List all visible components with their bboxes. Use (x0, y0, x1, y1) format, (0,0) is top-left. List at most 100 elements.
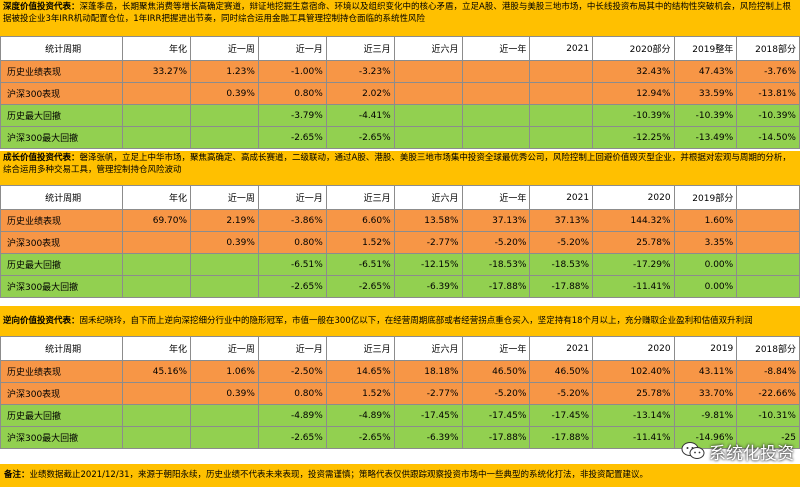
column-header: 近六月 (393, 185, 463, 210)
table-cell (122, 82, 192, 105)
footer-note: 备注：业绩数据截止2021/12/31，来源于朝阳永续，历史业绩不代表未来表现，… (0, 464, 800, 487)
column-header: 2020 (592, 336, 675, 361)
table-cell: 47.43% (673, 60, 738, 83)
table-cell: -25 (736, 426, 800, 449)
row-label: 历史最大回撤 (0, 104, 124, 127)
table-cell: 0.00% (673, 253, 738, 276)
table-row: 历史最大回撤 -6.51% -6.51% -12.15% -18.53% -18… (0, 253, 800, 276)
table-header-row: 统计周期 年化 近一周 近一月 近三月 近六月 近一年 2021 2020部分 … (0, 36, 800, 61)
table-cell (736, 209, 800, 232)
section-desc-text: 固禾纪晓玲，自下而上逆向深挖细分行业中的隐形冠军，市值一般在300亿以下，在经营… (79, 316, 753, 326)
table-cell: 13.58% (393, 209, 463, 232)
wechat-icon (681, 442, 705, 459)
column-header: 近一年 (461, 36, 531, 61)
table-cell (122, 231, 192, 254)
column-header: 近三月 (325, 36, 395, 61)
table-cell: -11.41% (592, 426, 675, 449)
section-description: 成长价值投资代表：磐泽张帆，立足上中华市场，聚焦高确定、高成长赛道，二级联动，通… (0, 151, 800, 185)
table-cell (122, 104, 192, 127)
row-label: 沪深300表现 (0, 231, 124, 254)
column-header: 2021 (529, 36, 594, 61)
table-cell: 46.50% (529, 360, 594, 383)
section-description: 深度价值投资代表：深蓬季岳，长期聚焦消费等增长高确定赛道，辩证地挖掘生意宿命、环… (0, 0, 800, 39)
table-cell: 102.40% (592, 360, 675, 383)
table-cell: -10.39% (592, 104, 675, 127)
performance-table: 统计周期 年化 近一周 近一月 近三月 近六月 近一年 2021 2020 20… (0, 336, 800, 449)
column-header: 近六月 (393, 336, 463, 361)
table-cell: -17.88% (461, 275, 531, 298)
table-cell: -2.65% (257, 126, 327, 149)
row-label: 沪深300最大回撤 (0, 275, 124, 298)
table-cell: 18.18% (393, 360, 463, 383)
table-cell: -3.76% (736, 60, 800, 83)
table-row: 历史业绩表现 33.27% 1.23% -1.00% -3.23% 32.43%… (0, 60, 800, 83)
column-header: 统计周期 (0, 36, 124, 61)
row-label: 历史最大回撤 (0, 253, 124, 276)
table-cell (736, 275, 800, 298)
watermark: 系统化投资 (681, 438, 794, 464)
table-cell: 2.19% (190, 209, 259, 232)
table-cell (190, 126, 259, 149)
row-label: 沪深300最大回撤 (0, 126, 124, 149)
table-row: 历史业绩表现 45.16% 1.06% -2.50% 14.65% 18.18%… (0, 360, 800, 383)
table-cell: 12.94% (592, 82, 675, 105)
table-cell: 69.70% (122, 209, 192, 232)
section-title: 逆向价值投资代表： (3, 316, 80, 326)
table-cell: -13.49% (673, 126, 738, 149)
table-cell: 37.13% (529, 209, 594, 232)
table-cell (393, 82, 463, 105)
table-cell: -10.31% (736, 404, 800, 427)
table-cell: -2.65% (325, 275, 395, 298)
table-header-row: 统计周期 年化 近一周 近一月 近三月 近六月 近一年 2021 2020 20… (0, 336, 800, 361)
table-cell (190, 426, 259, 449)
table-row: 沪深300表现 0.39% 0.80% 1.52% -2.77% -5.20% … (0, 231, 800, 254)
column-header: 近一月 (257, 336, 327, 361)
table-cell: -22.66% (736, 382, 800, 405)
table-cell (529, 82, 594, 105)
table-cell (529, 126, 594, 149)
table-cell (122, 126, 192, 149)
table-cell: 43.11% (673, 360, 738, 383)
row-label: 沪深300表现 (0, 382, 124, 405)
table-cell: -5.20% (529, 382, 594, 405)
table-cell (122, 382, 192, 405)
watermark-text: 系统化投资 (709, 443, 794, 464)
table-cell: -2.77% (393, 382, 463, 405)
table-cell: -12.25% (592, 126, 675, 149)
table-row: 沪深300表现 0.39% 0.80% 1.52% -2.77% -5.20% … (0, 382, 800, 405)
column-header: 近一周 (190, 336, 259, 361)
row-label: 沪深300最大回撤 (0, 426, 124, 449)
table-cell: -2.50% (257, 360, 327, 383)
table-cell (461, 126, 531, 149)
table-cell: -2.65% (325, 426, 395, 449)
table-row: 沪深300表现 0.39% 0.80% 2.02% 12.94% 33.59% … (0, 82, 800, 105)
table-cell: -3.23% (325, 60, 395, 83)
table-cell: -17.45% (529, 404, 594, 427)
section-desc-text: 深蓬季岳，长期聚焦消费等增长高确定赛道，辩证地挖掘生意宿命、环境以及组织变化中的… (3, 2, 791, 24)
table-cell (190, 275, 259, 298)
table-cell (190, 104, 259, 127)
column-header: 近一月 (257, 36, 327, 61)
column-header: 2021 (529, 336, 594, 361)
column-header: 近六月 (393, 36, 463, 61)
table-cell: 1.52% (325, 231, 395, 254)
column-header: 近一周 (190, 36, 259, 61)
table-cell: 37.13% (461, 209, 531, 232)
table-cell: -4.89% (325, 404, 395, 427)
performance-table: 统计周期 年化 近一周 近一月 近三月 近六月 近一年 2021 2020部分 … (0, 36, 800, 149)
table-cell: 144.32% (592, 209, 675, 232)
table-cell: -18.53% (461, 253, 531, 276)
table-cell (736, 253, 800, 276)
table-cell: 46.50% (461, 360, 531, 383)
table-cell (461, 82, 531, 105)
footer-label: 备注： (4, 470, 30, 480)
table-cell: -8.84% (736, 360, 800, 383)
row-label: 历史业绩表现 (0, 60, 124, 83)
table-cell (461, 104, 531, 127)
column-header: 年化 (122, 185, 192, 210)
table-cell (122, 253, 192, 276)
column-header: 近一周 (190, 185, 259, 210)
column-header: 2019部分 (673, 185, 738, 210)
column-header (736, 185, 800, 210)
table-cell: -2.65% (257, 426, 327, 449)
